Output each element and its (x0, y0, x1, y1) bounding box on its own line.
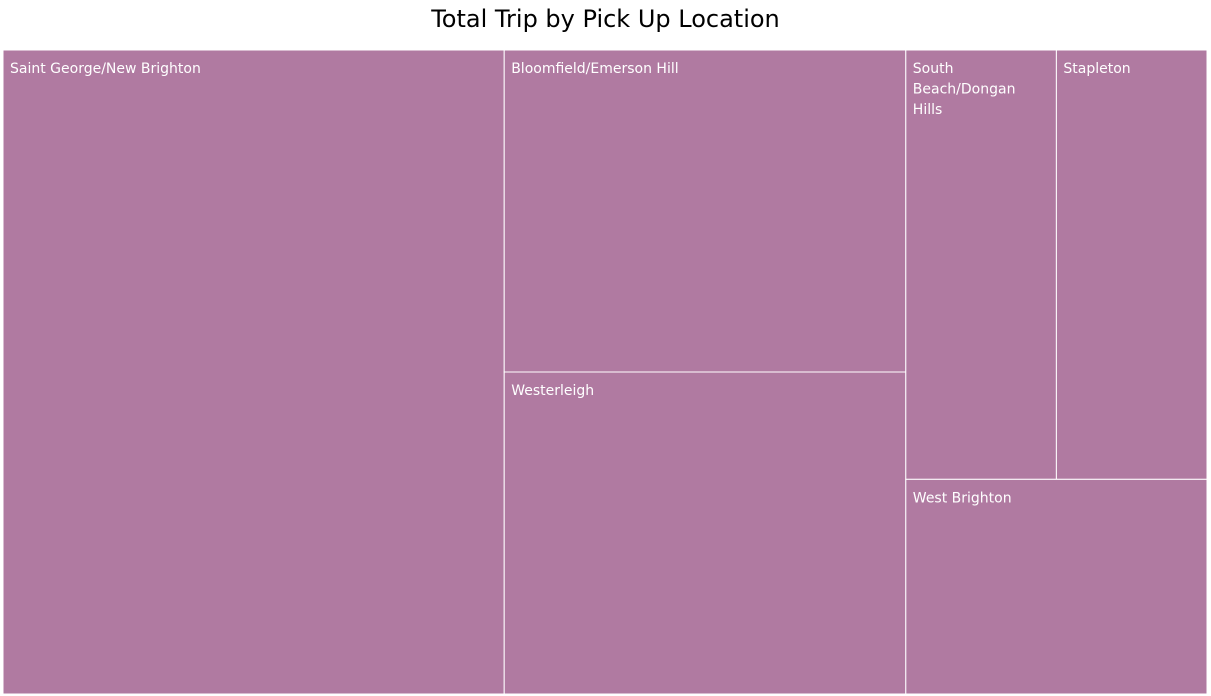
treemap-rect[interactable] (905, 478, 1208, 695)
treemap-cells: Saint George/New Brighton Bloomfield/Emer… (2, 49, 1208, 695)
treemap-rect[interactable] (905, 49, 1057, 480)
treemap-cell-label: South Beach/Dongan Hills (913, 61, 1016, 118)
treemap-cell-label-line: Westerleigh (511, 383, 594, 399)
chart-title: Total Trip by Pick Up Location (431, 5, 780, 33)
treemap-cell-label-line: Bloomfield/Emerson Hill (511, 61, 678, 77)
treemap-cell-saint-george-new-brighton[interactable]: Saint George/New Brighton (2, 49, 505, 695)
treemap-rect[interactable] (1055, 49, 1208, 480)
treemap-cell-label: Bloomfield/Emerson Hill (511, 61, 678, 77)
treemap-cell-label: Stapleton (1063, 61, 1130, 77)
treemap-rect[interactable] (503, 371, 907, 695)
treemap-cell-south-beach-dongan-hills[interactable]: South Beach/Dongan Hills (905, 49, 1057, 480)
treemap-cell-label-line: Beach/Dongan (913, 82, 1016, 98)
treemap-cell-westerleigh[interactable]: Westerleigh (503, 371, 907, 695)
treemap-rect[interactable] (2, 49, 505, 695)
treemap-cell-label-line: Stapleton (1063, 61, 1130, 77)
treemap-cell-label: Saint George/New Brighton (10, 61, 201, 77)
treemap-cell-stapleton[interactable]: Stapleton (1055, 49, 1208, 480)
treemap-cell-label-line: West Brighton (913, 490, 1012, 506)
treemap-cell-west-brighton[interactable]: West Brighton (905, 478, 1208, 695)
treemap-cell-label-line: South (913, 61, 954, 77)
treemap-rect[interactable] (503, 49, 907, 373)
treemap-cell-label: West Brighton (913, 490, 1012, 506)
treemap-cell-label-line: Hills (913, 102, 943, 118)
treemap-cell-bloomfield-emerson-hill[interactable]: Bloomfield/Emerson Hill (503, 49, 907, 373)
treemap-cell-label: Westerleigh (511, 383, 594, 399)
treemap-cell-label-line: Saint George/New Brighton (10, 61, 201, 77)
